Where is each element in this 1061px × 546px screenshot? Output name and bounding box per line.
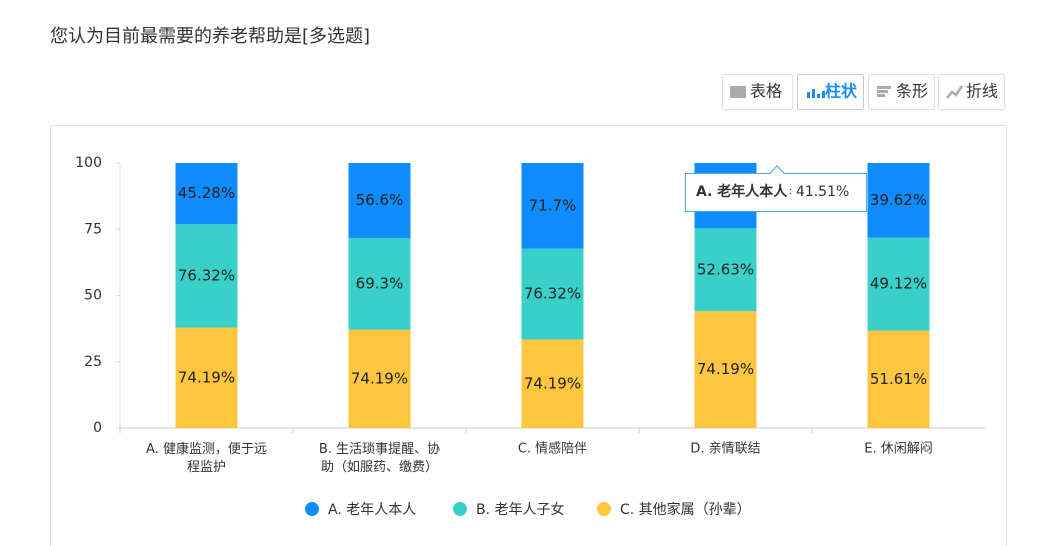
bar-segment — [521, 163, 584, 249]
value-label: 49.12% — [870, 275, 927, 293]
button-label: 条形 — [896, 82, 928, 101]
value-label: 74.19% — [524, 374, 581, 392]
x-tick-label: A. 健康监测，便于远程监护 — [146, 441, 267, 475]
bar-segment — [175, 163, 238, 225]
tooltip-value: 41.51% — [796, 184, 849, 200]
icon — [877, 86, 891, 89]
bar-segment — [694, 311, 757, 428]
bar-segment — [867, 163, 930, 238]
value-label: 71.7% — [529, 196, 577, 214]
button-frame — [797, 74, 864, 110]
y-tick-label: 25 — [84, 354, 102, 370]
toolbar-button[interactable]: 折线 — [938, 74, 1005, 110]
bar-segment — [348, 163, 411, 238]
chart-title: 您认为目前最需要的养老帮助是[多选题] — [50, 26, 370, 47]
x-tick-label: C. 情感陪伴 — [518, 441, 587, 457]
tooltip-series: A. 老年人本人 — [696, 183, 788, 200]
value-label: 74.19% — [178, 368, 235, 386]
value-label: 69.3% — [356, 274, 404, 292]
button-label: 表格 — [750, 82, 782, 101]
icon — [946, 85, 964, 99]
y-tick-label: 0 — [93, 420, 102, 436]
bar-segment — [521, 339, 584, 428]
bar-segment — [175, 327, 238, 428]
toolbar-button[interactable]: 柱状 — [797, 74, 864, 110]
bar-segment — [348, 237, 411, 330]
icon — [730, 86, 746, 98]
icon — [877, 90, 888, 93]
value-label: 74.19% — [351, 369, 408, 387]
value-label: 45.28% — [178, 184, 235, 202]
tooltip: A. 老年人本人 ∶ 41.51% — [685, 165, 867, 212]
value-label: 74.19% — [697, 360, 754, 378]
x-tick-label: E. 休闲解闷 — [864, 442, 932, 457]
x-tick-label: B. 生活琐事提醒、协助（如服药、缴费） — [319, 441, 440, 475]
legend-label: B. 老年人子女 — [476, 501, 565, 518]
button-label: 折线 — [966, 82, 998, 101]
tooltip-box — [685, 165, 867, 212]
y-tick-label: 50 — [84, 288, 102, 304]
button-frame — [868, 74, 935, 110]
icon — [877, 94, 885, 97]
button-frame — [722, 74, 793, 110]
value-label: 51.61% — [870, 370, 927, 388]
toolbar-button[interactable]: 表格 — [722, 74, 793, 110]
x-tick-label: D. 亲情联结 — [690, 442, 760, 457]
toolbar-button[interactable]: 条形 — [868, 74, 935, 110]
button-label: 柱状 — [825, 82, 858, 101]
icon — [822, 91, 825, 98]
legend-label: C. 其他家属（孙辈） — [620, 501, 751, 518]
button-frame — [938, 74, 1005, 110]
value-label: 56.6% — [356, 191, 404, 209]
bar-segment — [521, 248, 584, 340]
value-label: 76.32% — [524, 285, 581, 303]
legend-marker — [453, 502, 467, 516]
legend-marker — [305, 502, 319, 516]
tooltip-text: A. 老年人本人 ∶ 41.51% — [696, 183, 849, 200]
y-tick-label: 100 — [75, 155, 102, 171]
legend-marker — [597, 502, 611, 516]
bar-segment — [867, 237, 930, 331]
y-tick-label: 75 — [84, 221, 102, 237]
value-label: 76.32% — [178, 266, 235, 284]
bar-segment — [867, 330, 930, 428]
separator: ∶ — [789, 187, 792, 198]
value-label: 52.63% — [697, 260, 754, 278]
bar-segment — [694, 228, 757, 312]
icon — [812, 89, 815, 98]
icon — [807, 92, 810, 98]
bar-segment — [348, 329, 411, 428]
value-label: 39.62% — [870, 191, 927, 209]
bar-segment — [175, 224, 238, 328]
icon — [817, 94, 820, 98]
legend-label: A. 老年人本人 — [328, 502, 416, 518]
